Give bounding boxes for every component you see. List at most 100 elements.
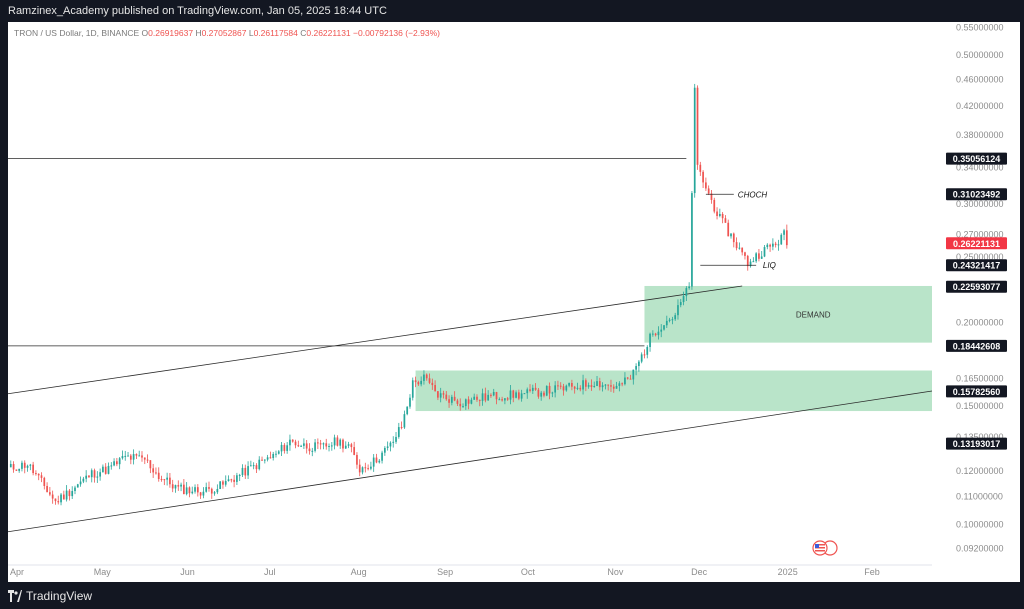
candle-body [60,494,62,503]
candle-body [303,443,305,446]
candle [579,385,582,392]
candle [353,441,356,456]
candle-body [481,393,484,401]
candle-body [386,446,389,448]
candle [339,438,342,449]
candle-body [289,439,291,446]
price-label: 0.18442608 [946,339,1007,352]
candle-body [129,455,132,460]
candle [160,475,163,482]
candle-body [453,396,456,401]
candle [576,382,579,391]
candle-body [138,455,141,457]
y-tick-label: 0.16500000 [956,373,1004,383]
candle [738,242,741,250]
candle [37,473,40,481]
candle [411,377,414,401]
candle [174,484,177,493]
candle-body [280,444,283,452]
y-tick-label: 0.13500000 [956,432,1004,442]
y-tick-label: 0.12000000 [956,466,1004,476]
candle-body [607,384,610,386]
ohlc-legend-text: TRON / US Dollar, 1D, BINANCE O0.2691963… [14,28,440,38]
price-label-bg [946,152,1007,165]
candle [554,381,557,398]
candle [431,378,434,390]
candle [383,446,386,456]
candle [498,397,501,401]
candle [227,475,230,482]
candle [495,391,498,405]
candle-body [21,462,23,469]
candle [325,438,328,450]
candle [783,228,785,241]
candle-body [758,253,760,259]
candle-body [696,87,699,165]
candle [604,384,607,390]
price-label-bg [946,259,1007,272]
tradingview-logo-icon[interactable] [8,590,22,602]
candle-body [593,385,596,387]
price-label-bg [946,437,1007,450]
candle [308,443,311,455]
x-tick-label: 2025 [778,567,798,577]
candle [289,434,291,451]
candle-body [579,387,582,390]
price-label: 0.15782560 [946,385,1007,398]
candle [336,435,339,447]
candle [216,484,219,495]
candle [166,472,168,486]
candle [230,478,233,483]
candle [721,212,724,224]
candle-body [216,488,219,493]
chart-area[interactable]: DEMAND CHOCH LIQ Apr May Jun Jul Aug Sep Oct Nov… [7,22,1020,582]
candle-body [297,445,300,447]
price-chart[interactable]: DEMAND CHOCH LIQ Apr May Jun Jul Aug Sep Oct Nov… [7,22,1020,582]
candle-body [102,466,104,473]
candle [110,462,113,470]
candle [275,450,277,458]
candle [478,399,481,407]
legend-ohlc-label-c: C [300,28,306,38]
candle-body [590,385,593,387]
candle-body [356,454,358,465]
candle-body [344,445,347,449]
tradingview-brand[interactable]: TradingView [26,589,93,603]
candle [183,479,185,495]
candle-body [35,473,37,475]
x-tick-label: Feb [864,567,880,577]
candle [696,85,699,170]
candle-body [146,459,149,461]
candle [132,449,135,465]
candle [744,251,746,260]
candle-body [397,427,400,437]
price-label-text: 0.18442608 [953,341,1001,351]
candle-body [677,305,679,316]
candle-body [336,437,339,446]
candle-body [238,474,241,476]
price-label-bg [946,237,1007,250]
candle [266,454,269,462]
y-tick-label: 0.10000000 [956,519,1004,529]
candle [141,451,143,462]
candle [9,460,12,468]
price-label-text: 0.13193017 [953,439,1001,449]
price-label: 0.35056124 [946,152,1007,165]
legend-ohlc-label-h: H [195,28,201,38]
candle [392,436,395,448]
candle-body [18,468,21,471]
candle [531,384,534,394]
candle-body [601,385,604,388]
candle-body [127,455,129,457]
candle [504,398,506,405]
legend-ohlc-value-c: 0.26221131 [306,28,353,38]
candle-body [604,384,607,386]
candle [638,360,640,372]
candle [601,382,604,392]
candle-body [166,477,168,480]
candle-body [612,386,615,389]
candle [665,315,668,328]
candle [677,299,679,320]
candle [328,443,330,452]
